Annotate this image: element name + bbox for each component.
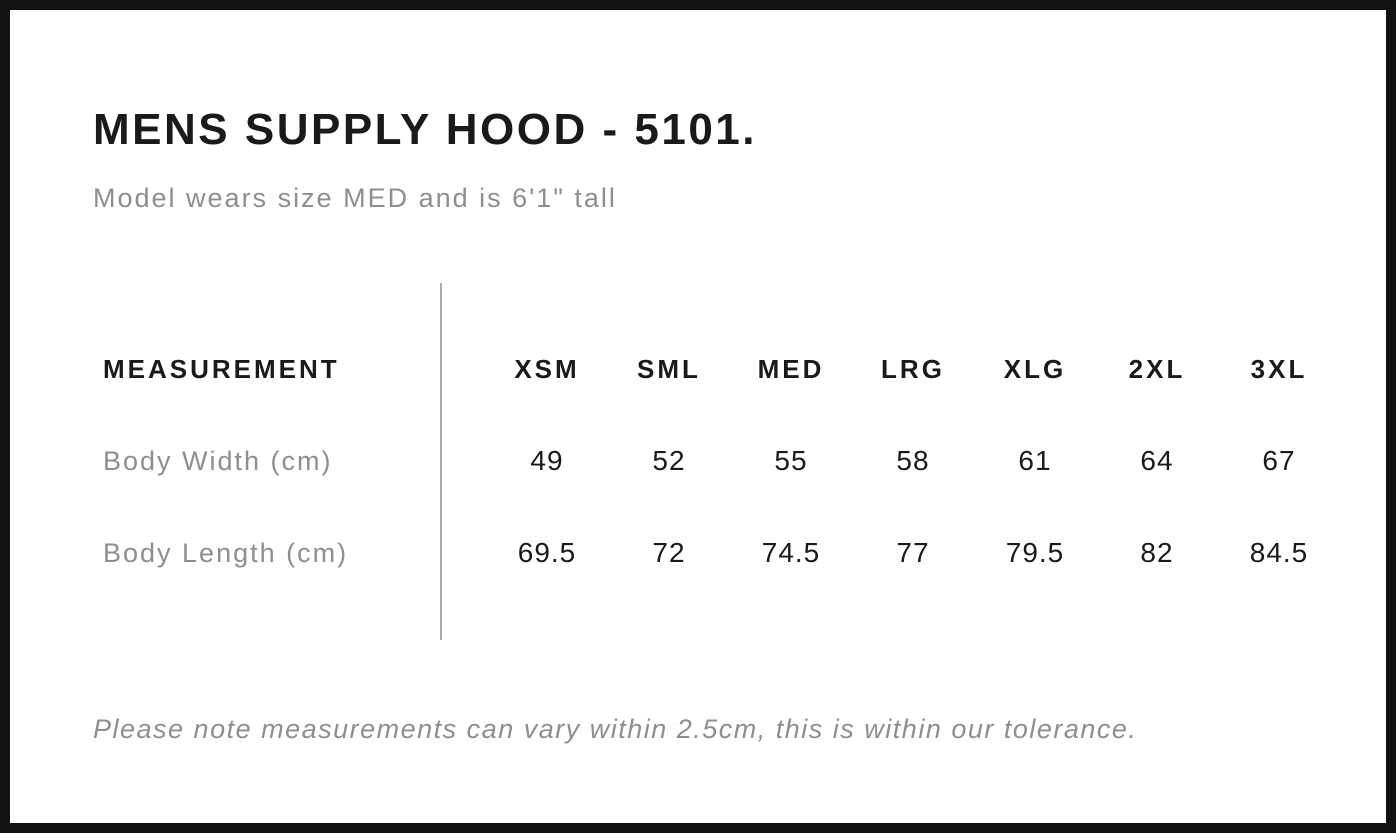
column-header-xsm: XSM xyxy=(514,353,580,384)
tolerance-note: Please note measurements can vary within… xyxy=(93,714,1138,744)
table-divider-line xyxy=(440,283,442,640)
page-title: MENS SUPPLY HOOD - 5101. xyxy=(93,105,757,154)
model-size-note: Model wears size MED and is 6'1" tall xyxy=(93,183,617,213)
body-width-med: 55 xyxy=(774,445,808,476)
body-length-lrg: 77 xyxy=(896,537,930,568)
body-width-xlg: 61 xyxy=(1018,445,1052,476)
column-header-med: MED xyxy=(757,353,825,384)
column-header-xlg: XLG xyxy=(1003,353,1067,384)
body-width-lrg: 58 xyxy=(896,445,930,476)
column-header-sml: SML xyxy=(637,353,701,384)
body-length-sml: 72 xyxy=(652,537,686,568)
table-row-body-length: Body Length (cm) 69.5 72 74.5 77 79.5 82… xyxy=(93,507,1340,599)
column-header-measurement: MEASUREMENT xyxy=(103,353,340,384)
column-header-lrg: LRG xyxy=(881,353,945,384)
table-row-body-width: Body Width (cm) 49 52 55 58 61 64 67 xyxy=(93,415,1340,507)
row-label: Body Width (cm) xyxy=(103,445,333,476)
column-header-2xl: 2XL xyxy=(1128,353,1186,384)
body-width-xsm: 49 xyxy=(530,445,564,476)
body-length-2xl: 82 xyxy=(1140,537,1174,568)
body-length-med: 74.5 xyxy=(761,537,821,568)
body-length-xlg: 79.5 xyxy=(1005,537,1065,568)
row-label: Body Length (cm) xyxy=(103,537,349,568)
column-header-3xl: 3XL xyxy=(1250,353,1308,384)
table-header-row: MEASUREMENT XSM SML MED LRG XLG 2XL 3XL xyxy=(93,323,1340,415)
body-width-2xl: 64 xyxy=(1140,445,1174,476)
body-width-sml: 52 xyxy=(652,445,686,476)
size-table: MEASUREMENT XSM SML MED LRG XLG 2XL 3XL … xyxy=(93,283,1340,640)
body-length-xsm: 69.5 xyxy=(517,537,577,568)
body-length-3xl: 84.5 xyxy=(1249,537,1309,568)
body-width-3xl: 67 xyxy=(1262,445,1296,476)
